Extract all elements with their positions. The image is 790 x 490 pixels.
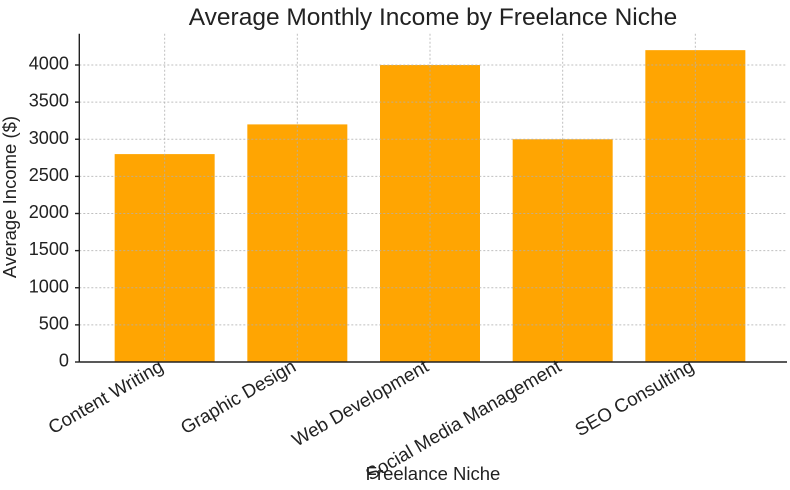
svg-text:3500: 3500 xyxy=(29,91,69,111)
svg-text:Graphic Design: Graphic Design xyxy=(177,355,299,438)
svg-text:0: 0 xyxy=(59,351,69,371)
svg-text:Average Income ($): Average Income ($) xyxy=(0,116,20,278)
svg-text:SEO Consulting: SEO Consulting xyxy=(571,355,697,440)
svg-text:Average Monthly Income by Free: Average Monthly Income by Freelance Nich… xyxy=(189,4,677,31)
svg-text:4000: 4000 xyxy=(29,54,69,74)
svg-text:1000: 1000 xyxy=(29,276,69,296)
svg-text:2500: 2500 xyxy=(29,165,69,185)
svg-text:3000: 3000 xyxy=(29,128,69,148)
svg-text:Web Development: Web Development xyxy=(288,355,432,451)
svg-text:2000: 2000 xyxy=(29,202,69,222)
svg-text:500: 500 xyxy=(39,313,69,333)
svg-text:1500: 1500 xyxy=(29,239,69,259)
svg-text:Freelance Niche: Freelance Niche xyxy=(366,463,501,484)
